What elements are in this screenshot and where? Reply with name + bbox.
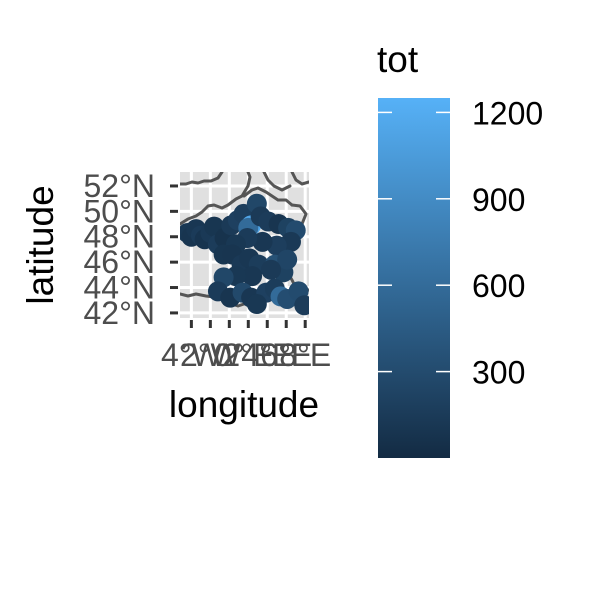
data-point: [294, 295, 309, 316]
colorbar-tick-label: 900: [472, 182, 525, 218]
colorbar-tick-label: 600: [472, 268, 525, 304]
y-tick-label: 46°N: [84, 244, 156, 280]
y-axis: 42°N44°N46°N48°N50°N52°N: [84, 168, 178, 331]
north-sea-coast: [290, 172, 309, 186]
data-point: [252, 231, 273, 252]
colorbar-tick-label: 300: [472, 355, 525, 391]
northern-neighbour-border: [262, 172, 292, 192]
colorbar-ticks: 300 600 900 1200: [378, 95, 543, 391]
x-axis: 4°W2°W0°2°E4°E6°E8°E: [161, 320, 331, 373]
x-tick-label: 6°E: [260, 337, 312, 373]
plot-panel: [180, 172, 309, 318]
y-tick-label: 42°N: [84, 295, 156, 331]
colorbar-legend: tot 300 600 900 1200: [377, 39, 543, 458]
y-tick-label: 48°N: [84, 219, 156, 255]
x-tick-label: 0°: [214, 337, 245, 373]
y-axis-title: latitude: [20, 185, 61, 304]
colorbar-tick-label: 1200: [472, 95, 543, 131]
colorbar: [378, 98, 450, 458]
x-tick-label: 2°W: [180, 337, 242, 373]
x-tick-label: 4°E: [241, 337, 293, 373]
y-tick-label: 50°N: [84, 193, 156, 229]
legend-title: tot: [377, 39, 419, 80]
channel-coast-border: [180, 172, 252, 226]
belgium-border: [242, 186, 294, 207]
x-tick-label: 2°E: [222, 337, 274, 373]
data-points: [180, 193, 309, 316]
great-britain-coast: [180, 172, 224, 186]
data-point: [277, 249, 298, 270]
data-point: [242, 266, 263, 287]
y-tick-label: 44°N: [84, 270, 156, 306]
data-point: [261, 259, 282, 280]
x-tick-label: 4°W: [161, 337, 223, 373]
data-point: [246, 294, 267, 315]
y-tick-label: 52°N: [84, 168, 156, 204]
x-tick-label: 8°E: [279, 337, 331, 373]
x-axis-title: longitude: [169, 384, 319, 425]
